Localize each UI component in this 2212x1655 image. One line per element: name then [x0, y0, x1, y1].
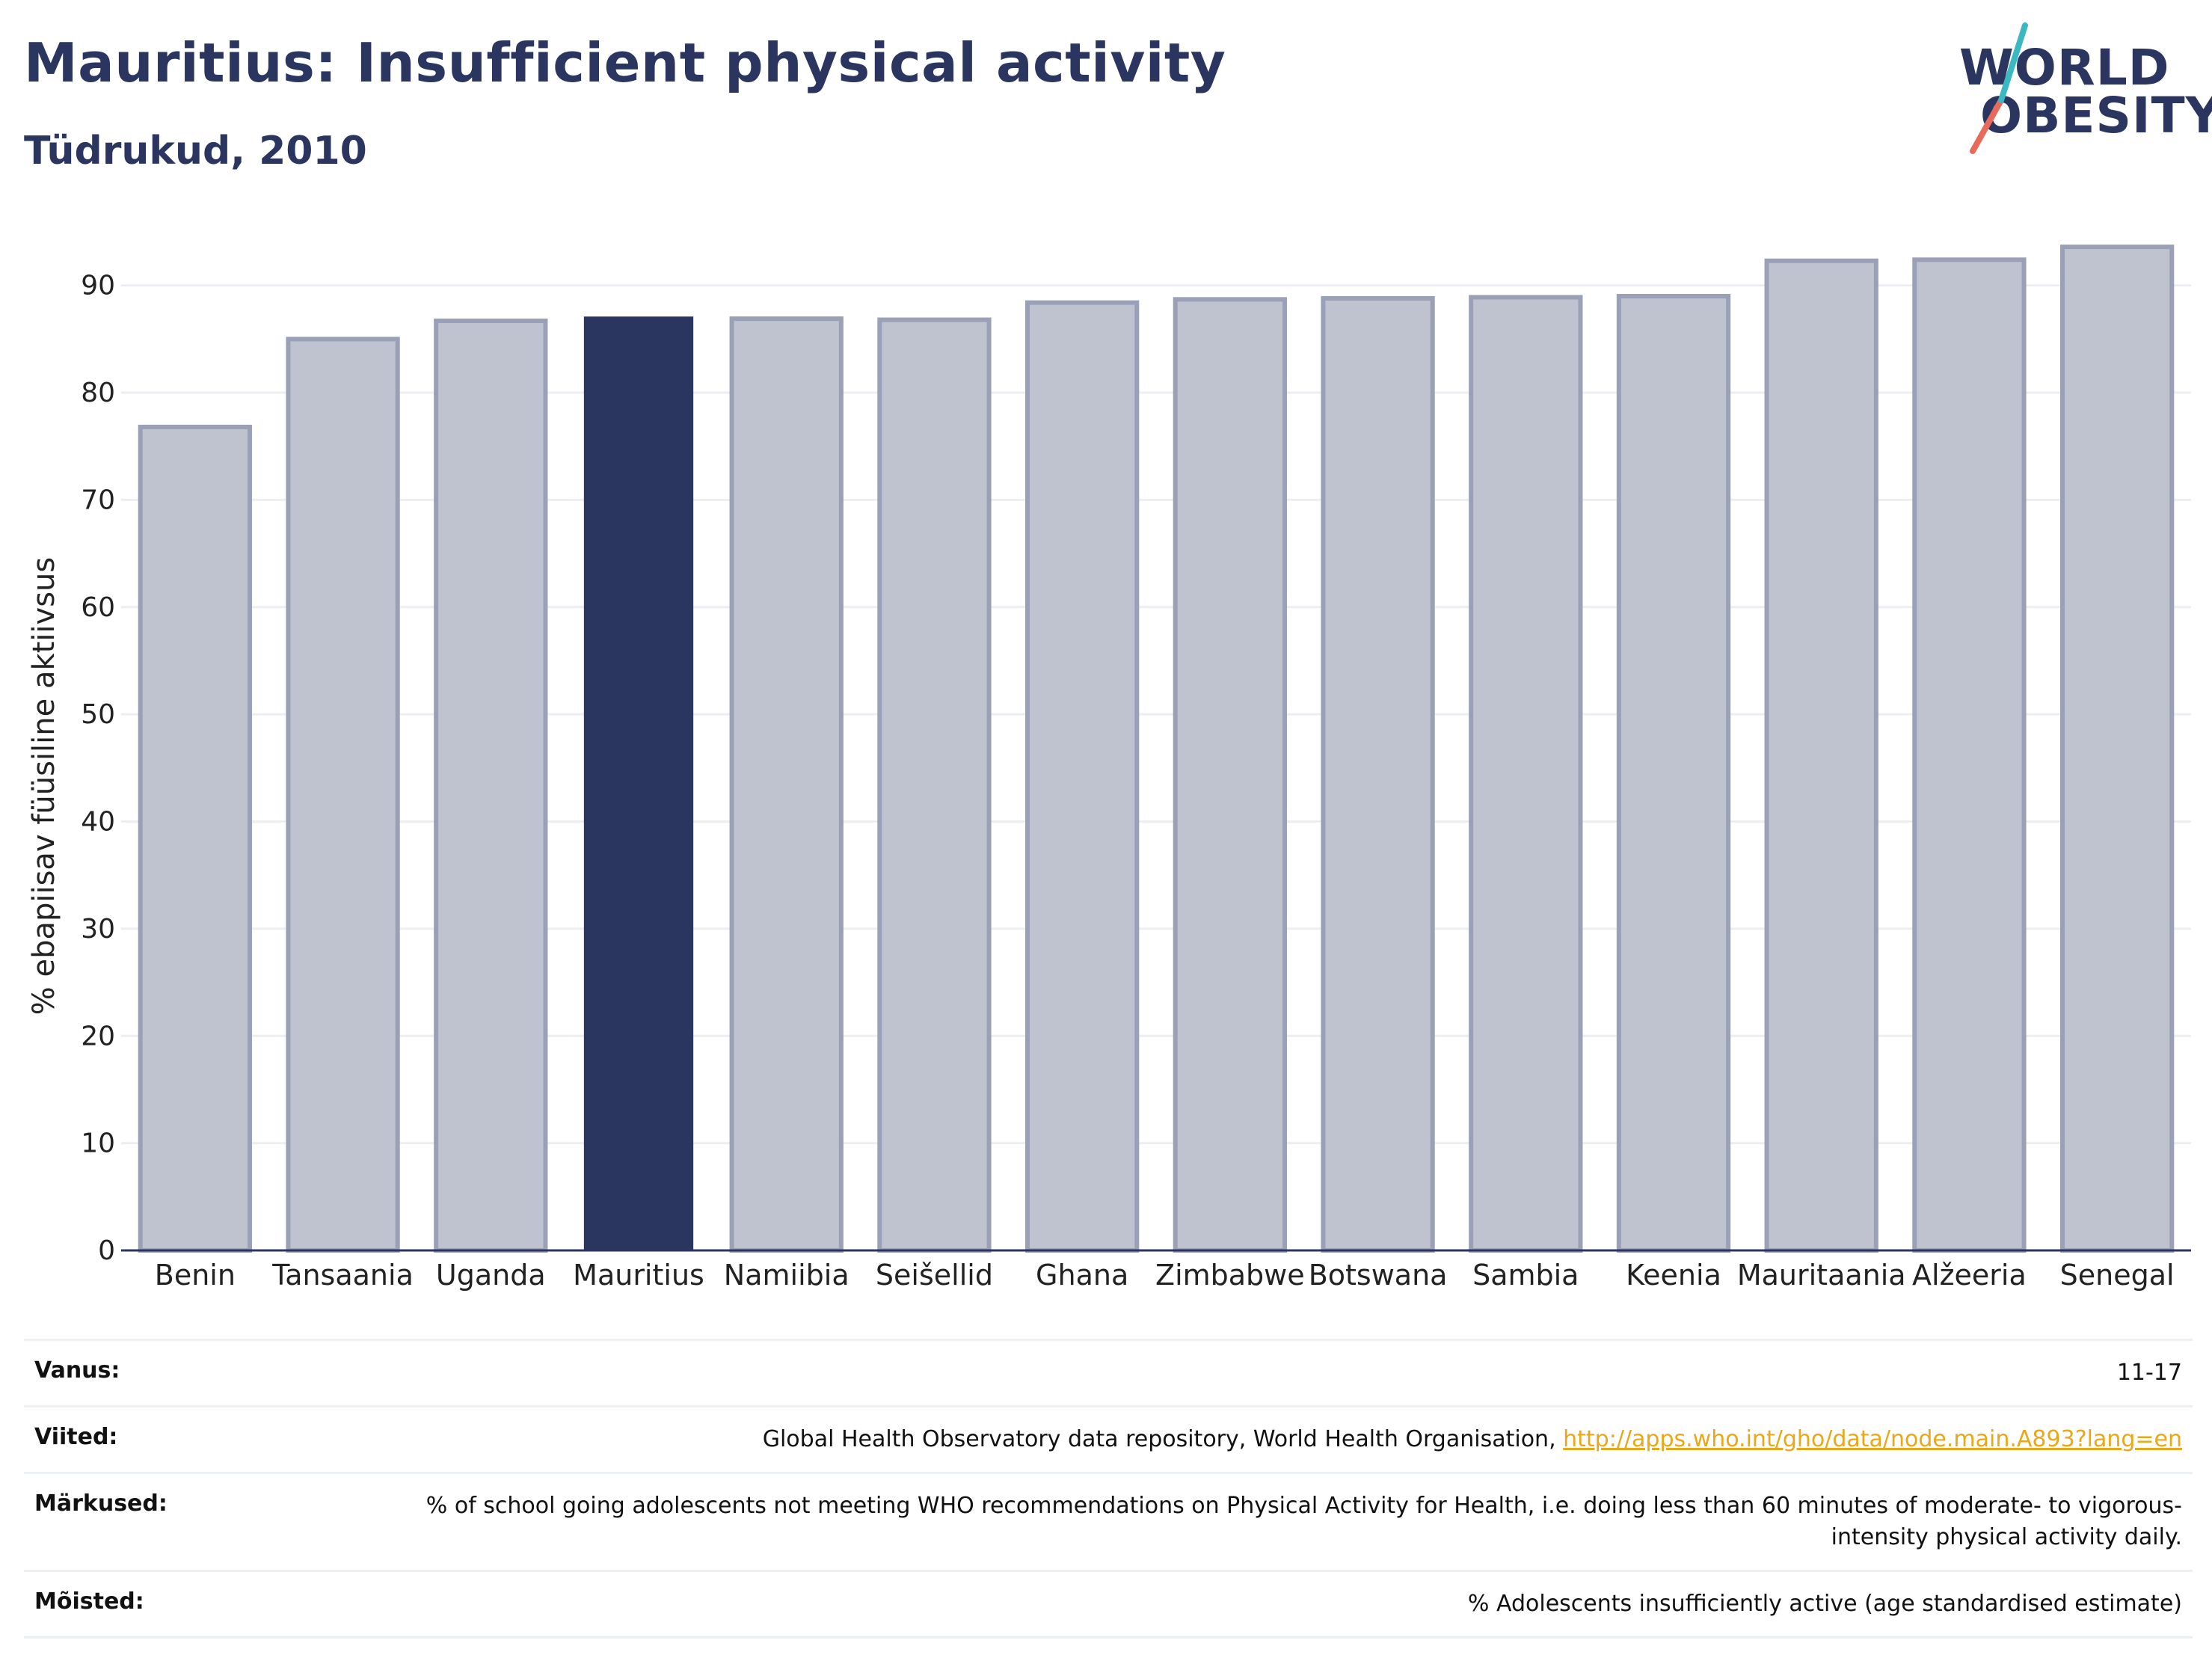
reference-text: Global Health Observatory data repositor… — [762, 1426, 1564, 1452]
bar-tansaania — [286, 337, 400, 1253]
y-tick-label: 60 — [81, 592, 115, 623]
reference-link[interactable]: http://apps.who.int/gho/data/node.main.A… — [1563, 1426, 2182, 1452]
y-tick-label: 90 — [81, 271, 115, 301]
bar-chart: 0 10 20 30 40 50 60 70 80 90 Benin Tansaania Uganda… — [27, 245, 2191, 1292]
bar-alžeeria — [1912, 257, 2027, 1253]
y-tick-label: 30 — [81, 914, 115, 945]
page-title: Mauritius: Insufficient physical activit… — [24, 31, 1226, 94]
x-tick-label: Namiibia — [724, 1259, 850, 1292]
page-subtitle: Tüdrukud, 2010 — [24, 129, 367, 174]
y-tick-label: 40 — [81, 807, 115, 838]
x-tick-label: Senegal — [2060, 1259, 2175, 1292]
x-tick-label: Tansaania — [271, 1259, 414, 1292]
y-tick-label: 80 — [81, 378, 115, 408]
world-obesity-logo: WORLD OBESITY — [1944, 22, 2212, 157]
footer-value: Global Health Observatory data repositor… — [763, 1424, 2182, 1455]
bar-keenia — [1616, 294, 1731, 1253]
bar-uganda — [434, 318, 548, 1253]
bar-seišellid — [877, 317, 992, 1253]
footer-row-references: Viited: Global Health Observatory data r… — [24, 1405, 2193, 1472]
bar-botswana — [1321, 295, 1435, 1253]
footer-value: % of school going adolescents not meetin… — [425, 1493, 2182, 1550]
logo-line-2: OBESITY — [1980, 87, 2212, 144]
footer-label: Vanus: — [34, 1357, 120, 1384]
y-tick-label: 50 — [81, 699, 115, 730]
footer-row-notes: Märkused: % of school going adolescents … — [24, 1472, 2193, 1570]
x-tick-label: Mauritius — [573, 1259, 704, 1292]
x-axis-ticks: Benin Tansaania Uganda Mauritius Namiibia Sei… — [155, 1259, 2175, 1292]
x-tick-label: Ghana — [1036, 1259, 1128, 1292]
bar-namiibia — [729, 316, 844, 1253]
x-tick-label: Uganda — [436, 1259, 546, 1292]
bar-ghana — [1024, 300, 1140, 1253]
logo-line-1: WORLD — [1959, 39, 2170, 96]
bar-mauritius — [583, 316, 694, 1251]
footer-row-definitions: Mõisted: % Adolescents insufficiently ac… — [24, 1570, 2193, 1639]
footer-table: Vanus: 11-17 Viited: Global Health Obser… — [24, 1339, 2193, 1639]
bar-benin — [138, 424, 253, 1253]
x-tick-label: Sambia — [1472, 1259, 1579, 1292]
x-tick-label: Benin — [155, 1259, 236, 1292]
bar-sambia — [1469, 295, 1583, 1253]
x-tick-label: Keenia — [1626, 1259, 1721, 1292]
x-tick-label: Mauritaania — [1737, 1259, 1906, 1292]
y-tick-label: 70 — [81, 485, 115, 515]
footer-value: % Adolescents insufficiently active (age… — [1467, 1591, 2182, 1617]
grid-lines — [121, 284, 2191, 1145]
x-tick-label: Zimbabwe — [1155, 1259, 1305, 1292]
footer-label: Märkused: — [34, 1490, 168, 1517]
x-tick-label: Botswana — [1309, 1259, 1448, 1292]
bar-zimbabwe — [1173, 297, 1288, 1253]
footer-label: Mõisted: — [34, 1588, 144, 1615]
y-tick-label: 10 — [81, 1129, 115, 1159]
logo-slash-icon — [1970, 22, 2028, 154]
footer-row-age: Vanus: 11-17 — [24, 1339, 2193, 1405]
x-tick-label: Seišellid — [876, 1259, 993, 1292]
y-axis-label: % ebapiisav füüsiline aktiivsus — [27, 557, 61, 1016]
footer-value: 11-17 — [2116, 1360, 2182, 1386]
y-axis-ticks: 0 10 20 30 40 50 60 70 80 90 — [81, 271, 115, 1266]
bar-senegal — [2059, 245, 2175, 1253]
bars — [138, 245, 2175, 1253]
bar-mauritaania — [1764, 258, 1878, 1253]
x-tick-label: Alžeeria — [1912, 1259, 2027, 1292]
y-tick-label: 0 — [98, 1235, 115, 1266]
footer-label: Viited: — [34, 1424, 118, 1450]
y-tick-label: 20 — [81, 1021, 115, 1051]
